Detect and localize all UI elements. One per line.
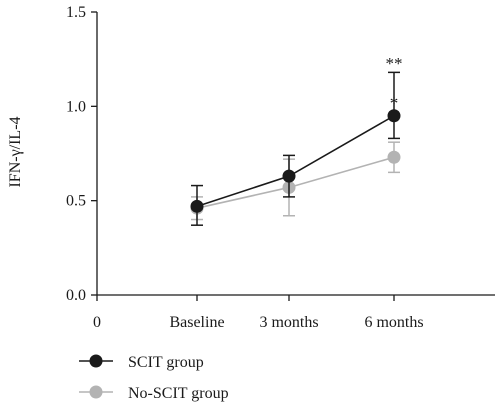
- series-group: [190, 141, 401, 221]
- y-tick-label: 1.0: [66, 98, 86, 115]
- x-tick-label: Baseline: [169, 314, 224, 331]
- x-origin-label: 0: [93, 314, 101, 331]
- x-tick-label: 3 months: [259, 314, 318, 331]
- legend-marker: [89, 354, 103, 368]
- series-group: [190, 71, 401, 226]
- data-point: [282, 169, 296, 183]
- significance-marker: **: [386, 54, 403, 73]
- chart-axes: 0.0 0.5 1.0 1.5 0 Baseline 3 months 6 months IFN…: [7, 4, 495, 331]
- significance-marker: *: [390, 94, 399, 113]
- legend-item: No-SCIT group: [79, 385, 229, 402]
- data-point: [387, 150, 401, 164]
- y-tick-label: 0.0: [66, 287, 86, 304]
- annotation-layer: ***: [386, 54, 403, 113]
- legend-label: No-SCIT group: [128, 385, 229, 402]
- x-tick-label: 6 months: [364, 314, 423, 331]
- legend-marker: [89, 385, 103, 399]
- y-tick-label: 0.5: [66, 193, 86, 210]
- series-line: [196, 115, 395, 208]
- data-point: [387, 109, 401, 123]
- legend-label: SCIT group: [128, 354, 204, 371]
- chart-legend: SCIT group No-SCIT group: [79, 354, 229, 402]
- y-tick-label: 1.5: [66, 4, 86, 21]
- y-axis-title: IFN-γ/IL-4: [7, 116, 24, 187]
- legend-item: SCIT group: [79, 354, 204, 371]
- data-point: [190, 199, 204, 213]
- series-line: [196, 156, 395, 209]
- series-layer: [190, 71, 401, 226]
